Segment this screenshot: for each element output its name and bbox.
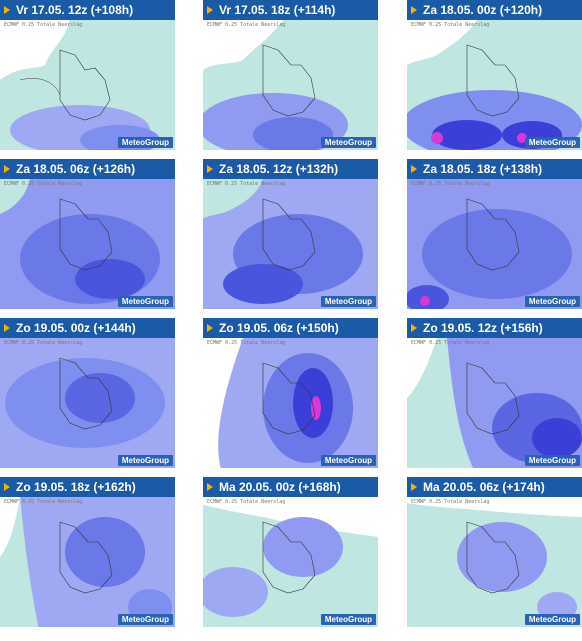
triangle-marker-icon	[207, 324, 213, 332]
meteogroup-logo: MeteoGroup	[117, 455, 173, 466]
forecast-tile[interactable]: Za 18.05. 00z (+120h) ECMWF 0.25 Totale …	[407, 0, 582, 158]
meteogroup-logo: MeteoGroup	[320, 614, 376, 625]
precipitation-map: ECMWF 0.25 Totale Neerslag MeteoGroup	[407, 179, 582, 317]
meteogroup-logo: MeteoGroup	[320, 455, 376, 466]
forecast-tile[interactable]: Ma 20.05. 06z (+174h) ECMWF 0.25 Totale …	[407, 477, 582, 635]
tile-header[interactable]: Zo 19.05. 00z (+144h)	[0, 318, 175, 338]
tile-header[interactable]: Zo 19.05. 12z (+156h)	[407, 318, 582, 338]
forecast-tile[interactable]: Zo 19.05. 18z (+162h) ECMWF 0.25 Totale …	[0, 477, 175, 635]
tile-label: Zo 19.05. 18z (+162h)	[16, 480, 136, 494]
meteogroup-logo: MeteoGroup	[117, 296, 173, 307]
tile-label: Zo 19.05. 12z (+156h)	[423, 321, 543, 335]
precipitation-map: ECMWF 0.25 Totale Neerslag MeteoGroup	[203, 179, 378, 317]
tile-label: Vr 17.05. 18z (+114h)	[219, 3, 336, 17]
triangle-marker-icon	[4, 483, 10, 491]
precipitation-map: ECMWF 0.25 Totale Neerslag MeteoGroup	[407, 497, 582, 635]
forecast-tile[interactable]: Zo 19.05. 12z (+156h) ECMWF 0.25 Totale …	[407, 318, 582, 476]
triangle-marker-icon	[4, 165, 10, 173]
tile-label: Za 18.05. 06z (+126h)	[16, 162, 136, 176]
forecast-tile[interactable]: Za 18.05. 18z (+138h) ECMWF 0.25 Totale …	[407, 159, 582, 317]
meteogroup-logo: MeteoGroup	[524, 137, 580, 148]
tile-label: Za 18.05. 00z (+120h)	[423, 3, 543, 17]
tile-label: Za 18.05. 18z (+138h)	[423, 162, 543, 176]
tile-header[interactable]: Zo 19.05. 18z (+162h)	[0, 477, 175, 497]
forecast-tile[interactable]: Vr 17.05. 18z (+114h) ECMWF 0.25 Totale …	[203, 0, 378, 158]
triangle-marker-icon	[411, 483, 417, 491]
precipitation-map: ECMWF 0.25 Totale Neerslag MeteoGroup	[203, 497, 378, 635]
tile-header[interactable]: Zo 19.05. 06z (+150h)	[203, 318, 378, 338]
tile-header[interactable]: Za 18.05. 06z (+126h)	[0, 159, 175, 179]
tile-label: Zo 19.05. 06z (+150h)	[219, 321, 339, 335]
precipitation-map: ECMWF 0.25 Totale Neerslag MeteoGroup	[407, 20, 582, 158]
precipitation-map: ECMWF 0.25 Totale Neerslag MeteoGroup	[0, 179, 175, 317]
forecast-tile[interactable]: Vr 17.05. 12z (+108h) ECMWF 0.25 Totale …	[0, 0, 175, 158]
meteogroup-logo: MeteoGroup	[524, 296, 580, 307]
meteogroup-logo: MeteoGroup	[320, 296, 376, 307]
tile-header[interactable]: Vr 17.05. 18z (+114h)	[203, 0, 378, 20]
forecast-tile[interactable]: Za 18.05. 12z (+132h) ECMWF 0.25 Totale …	[203, 159, 378, 317]
meteogroup-logo: MeteoGroup	[524, 614, 580, 625]
tile-header[interactable]: Ma 20.05. 00z (+168h)	[203, 477, 378, 497]
precipitation-map: ECMWF 0.25 Totale Neerslag MeteoGroup	[0, 20, 175, 158]
triangle-marker-icon	[207, 6, 213, 14]
triangle-marker-icon	[207, 483, 213, 491]
tile-label: Vr 17.05. 12z (+108h)	[16, 3, 134, 17]
tile-label: Zo 19.05. 00z (+144h)	[16, 321, 136, 335]
forecast-tile[interactable]: Ma 20.05. 00z (+168h) ECMWF 0.25 Totale …	[203, 477, 378, 635]
triangle-marker-icon	[411, 6, 417, 14]
precipitation-map: ECMWF 0.25 Totale Neerslag MeteoGroup	[0, 497, 175, 635]
forecast-tile[interactable]: Zo 19.05. 00z (+144h) ECMWF 0.25 Totale …	[0, 318, 175, 476]
precipitation-map: ECMWF 0.25 Totale Neerslag MeteoGroup	[203, 20, 378, 158]
tile-header[interactable]: Vr 17.05. 12z (+108h)	[0, 0, 175, 20]
triangle-marker-icon	[4, 6, 10, 14]
meteogroup-logo: MeteoGroup	[117, 137, 173, 148]
tile-header[interactable]: Za 18.05. 18z (+138h)	[407, 159, 582, 179]
meteogroup-logo: MeteoGroup	[117, 614, 173, 625]
tile-header[interactable]: Za 18.05. 12z (+132h)	[203, 159, 378, 179]
precipitation-map: ECMWF 0.25 Totale Neerslag MeteoGroup	[0, 338, 175, 476]
precipitation-map: ECMWF 0.25 Totale Neerslag MeteoGroup	[407, 338, 582, 476]
tile-label: Za 18.05. 12z (+132h)	[219, 162, 339, 176]
triangle-marker-icon	[411, 324, 417, 332]
precipitation-map: ECMWF 0.25 Totale Neerslag MeteoGroup	[203, 338, 378, 476]
tile-header[interactable]: Ma 20.05. 06z (+174h)	[407, 477, 582, 497]
triangle-marker-icon	[411, 165, 417, 173]
tile-header[interactable]: Za 18.05. 00z (+120h)	[407, 0, 582, 20]
tile-label: Ma 20.05. 00z (+168h)	[219, 480, 341, 494]
meteogroup-logo: MeteoGroup	[320, 137, 376, 148]
triangle-marker-icon	[4, 324, 10, 332]
forecast-tile[interactable]: Zo 19.05. 06z (+150h) ECMWF 0.25 Totale …	[203, 318, 378, 476]
meteogroup-logo: MeteoGroup	[524, 455, 580, 466]
forecast-tile[interactable]: Za 18.05. 06z (+126h) ECMWF 0.25 Totale …	[0, 159, 175, 317]
tile-label: Ma 20.05. 06z (+174h)	[423, 480, 545, 494]
triangle-marker-icon	[207, 165, 213, 173]
